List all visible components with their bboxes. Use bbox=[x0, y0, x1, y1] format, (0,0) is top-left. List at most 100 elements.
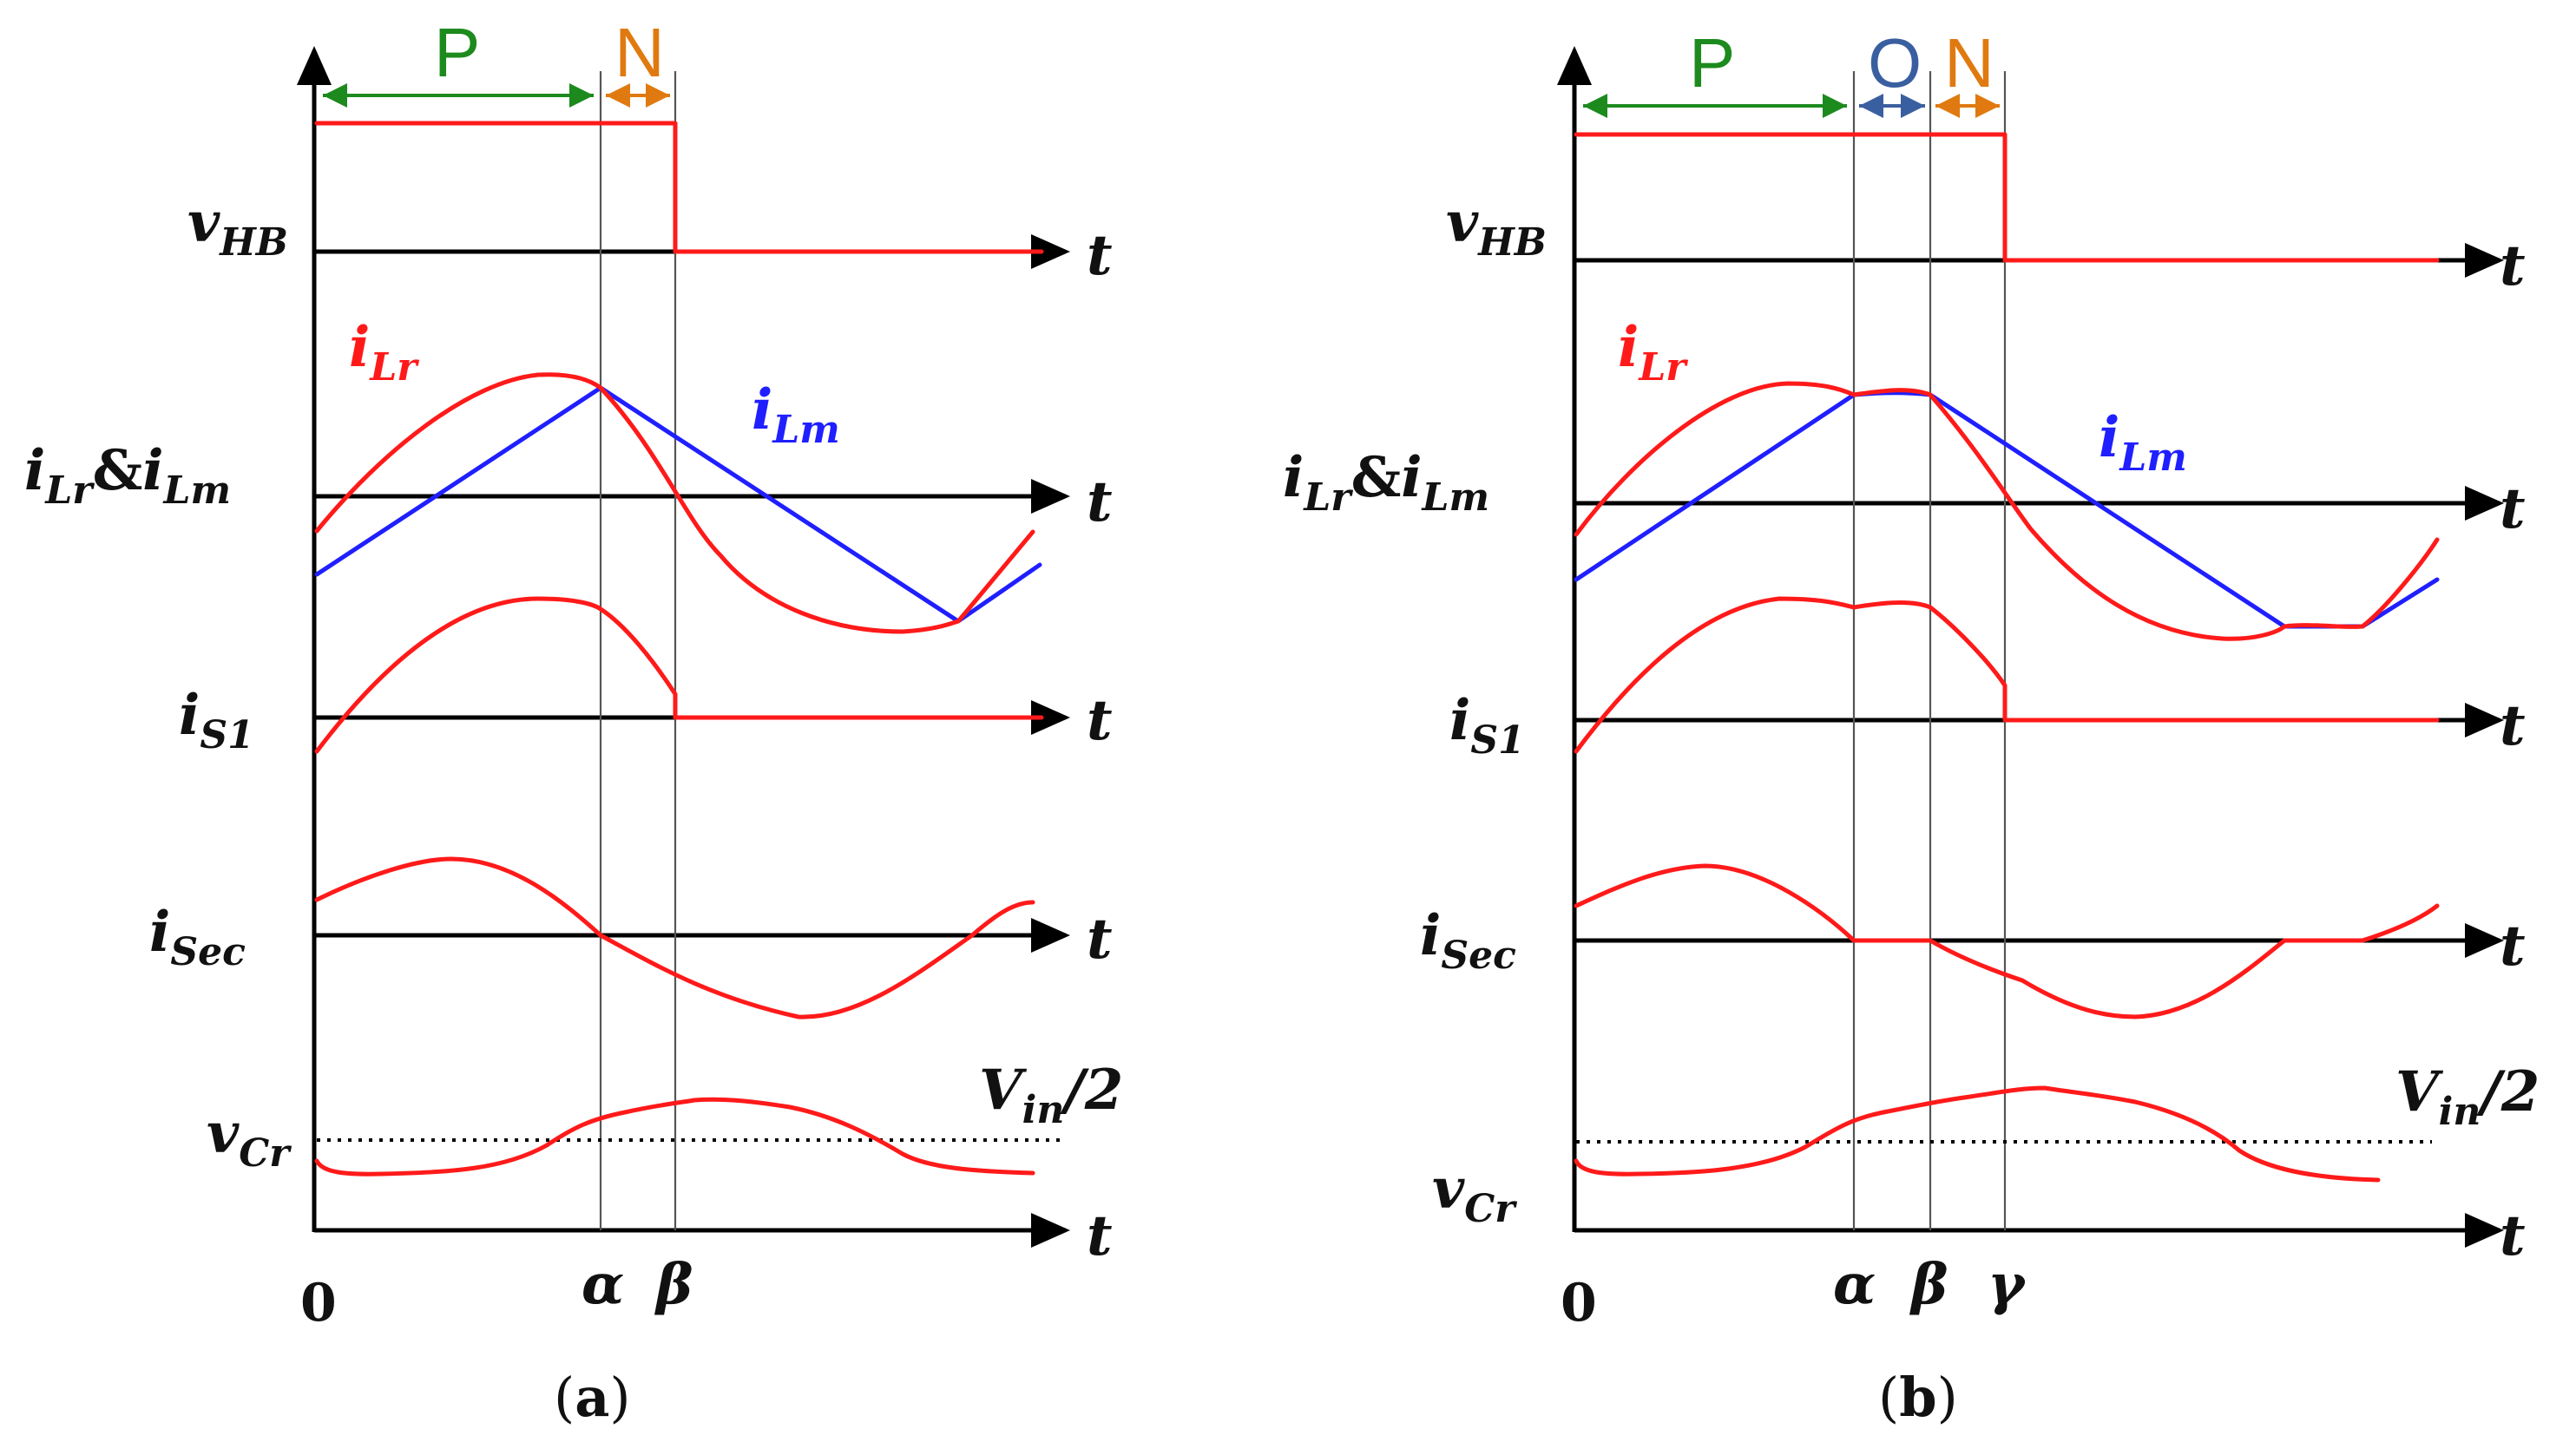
panel-a-vin-sub: in bbox=[1022, 1088, 1065, 1132]
panel-a-caption-letter: a bbox=[575, 1366, 609, 1429]
panel-a-isec-waveform bbox=[314, 856, 1035, 1019]
panel-b-label-is1: iS1 bbox=[1449, 688, 1525, 763]
panel-b-ilm-waveform bbox=[1574, 390, 2440, 629]
panel-b-ilr-main: i bbox=[1283, 445, 1304, 510]
panel-b-curve-label-ilm: iLm bbox=[2099, 405, 2187, 480]
panel-b-is1-sub: S1 bbox=[1470, 718, 1524, 763]
panel-b-vcr-main: v bbox=[1432, 1157, 1465, 1222]
panel-a: t t t t t P N vHB iLr&iLm iS1 iSec vCr bbox=[24, 14, 1123, 1429]
panel-b-alpha-label: α bbox=[1833, 1252, 1876, 1317]
panel-b-vhb-main: v bbox=[1446, 190, 1479, 255]
panel-a-isec-main: i bbox=[149, 900, 170, 965]
panel-a-ilr-sub: Lr bbox=[43, 469, 95, 513]
panel-b-ilm-sub: Lm bbox=[1421, 475, 1490, 520]
panel-b-vhb-sub: HB bbox=[1476, 220, 1547, 265]
panel-b-vin-sub: in bbox=[2439, 1090, 2481, 1134]
panel-b-ilm-main: i bbox=[1401, 445, 1422, 510]
panel-b-beta-label: β bbox=[1909, 1252, 1948, 1317]
panel-a-vhb-waveform bbox=[314, 121, 1044, 254]
panel-b-vin-main: V bbox=[2395, 1059, 2444, 1124]
panel-b-vhb-waveform bbox=[1574, 132, 2440, 263]
panel-a-phase-p-label: P bbox=[434, 14, 480, 91]
panel-b-t-label-2: t bbox=[2500, 476, 2526, 541]
panel-b-vin-rest: /2 bbox=[2475, 1059, 2540, 1124]
panel-a-vhb-sub: HB bbox=[218, 220, 288, 265]
panel-b-caption-close: ) bbox=[1937, 1366, 1958, 1429]
panel-b-t-label-1: t bbox=[2500, 233, 2526, 298]
panel-a-t-label-5: t bbox=[1087, 1203, 1113, 1268]
panel-b-label-vhb: vHB bbox=[1446, 190, 1547, 265]
panel-a-vcr-main: v bbox=[207, 1101, 240, 1166]
panel-a-origin-label: 0 bbox=[300, 1273, 337, 1334]
panel-b-caption: (b) bbox=[1878, 1366, 1958, 1429]
panel-b-vcr-sub: Cr bbox=[1464, 1187, 1517, 1231]
panel-b-ilr-sub: Lr bbox=[1302, 475, 1353, 520]
panel-b-curve-ilm-main: i bbox=[2099, 405, 2119, 470]
panel-a-vin-rest: /2 bbox=[1059, 1058, 1123, 1123]
panel-a-ilr-main: i bbox=[24, 438, 45, 503]
panel-b-amp: & bbox=[1350, 445, 1401, 510]
panel-b-is1-main: i bbox=[1449, 688, 1470, 753]
panel-b-vcr-waveform bbox=[1574, 1085, 2381, 1183]
panel-b-t-label-4: t bbox=[2500, 914, 2526, 979]
panel-a-vcr-waveform bbox=[314, 1097, 1035, 1177]
panel-a-ilm-main: i bbox=[142, 438, 163, 503]
panel-b-t-label-5: t bbox=[2500, 1203, 2526, 1268]
panel-b-caption-open: ( bbox=[1878, 1366, 1899, 1429]
panel-a-curve-label-ilr: iLr bbox=[349, 315, 419, 390]
panel-a-label-isec: iSec bbox=[149, 900, 246, 974]
panel-b-curve-ilr-main: i bbox=[1618, 315, 1639, 380]
panel-a-curve-ilr-main: i bbox=[349, 315, 370, 380]
panel-a-vcr-sub: Cr bbox=[239, 1131, 292, 1176]
panel-a-vin-half-label: Vin/2 bbox=[979, 1058, 1123, 1132]
panel-a-amp: & bbox=[92, 438, 142, 503]
panel-a-is1-waveform bbox=[314, 596, 1044, 754]
panel-b-isec-main: i bbox=[1420, 903, 1441, 968]
panel-a-label-ilr-ilm: iLr&iLm bbox=[24, 438, 231, 513]
panel-a-label-vhb: vHB bbox=[187, 190, 288, 265]
panel-a-phase-n-label: N bbox=[614, 14, 665, 91]
panel-a-vhb-main: v bbox=[187, 190, 220, 255]
panel-b-isec-waveform bbox=[1574, 863, 2440, 1019]
panel-b-curve-ilm-sub: Lm bbox=[2118, 436, 2187, 480]
panel-b-phase-o-label: O bbox=[1868, 24, 1922, 102]
panel-b-ilr-waveform bbox=[1574, 381, 2440, 641]
panel-b: t t t t t P O N vHB iLr&iLm iS1 iSec bbox=[1283, 24, 2540, 1429]
panel-b-label-vcr: vCr bbox=[1432, 1157, 1517, 1231]
panel-b-label-isec: iSec bbox=[1420, 903, 1516, 978]
panel-a-t-label-2: t bbox=[1087, 469, 1113, 534]
panel-a-caption-open: ( bbox=[554, 1366, 575, 1429]
panel-a-ilm-sub: Lm bbox=[162, 469, 232, 513]
panel-a-t-label-1: t bbox=[1087, 223, 1113, 288]
panel-a-caption: (a) bbox=[554, 1366, 631, 1429]
panel-b-curve-ilr-sub: Lr bbox=[1637, 345, 1688, 390]
panel-a-vin-main: V bbox=[979, 1058, 1028, 1123]
panel-b-gamma-label: γ bbox=[1988, 1252, 2027, 1317]
panel-a-label-vcr: vCr bbox=[207, 1101, 292, 1176]
panel-b-phase-n-label: N bbox=[1944, 24, 1994, 102]
panel-b-caption-letter: b bbox=[1899, 1366, 1936, 1429]
panel-a-is1-sub: S1 bbox=[200, 713, 253, 757]
panel-a-curve-ilm-sub: Lm bbox=[771, 408, 840, 452]
panel-a-ilr-waveform bbox=[314, 372, 1035, 634]
panel-b-vin-half-label: Vin/2 bbox=[2395, 1059, 2540, 1134]
panel-a-curve-label-ilm: iLm bbox=[752, 377, 840, 452]
panel-b-t-label-3: t bbox=[2500, 693, 2526, 758]
panel-a-t-label-3: t bbox=[1087, 688, 1113, 753]
panel-b-phase-p-label: P bbox=[1689, 24, 1735, 102]
panel-a-curve-ilr-sub: Lr bbox=[368, 345, 419, 390]
panel-a-alpha-label: α bbox=[582, 1252, 624, 1317]
panel-a-ilm-waveform bbox=[314, 385, 1042, 624]
panel-b-label-ilr-ilm: iLr&iLm bbox=[1283, 445, 1489, 520]
panel-a-is1-main: i bbox=[179, 683, 200, 748]
panel-b-is1-waveform bbox=[1574, 596, 2440, 754]
panel-b-origin-label: 0 bbox=[1561, 1273, 1597, 1334]
panel-a-label-is1: iS1 bbox=[179, 683, 254, 757]
panel-a-isec-sub: Sec bbox=[170, 930, 246, 974]
panel-a-t-label-4: t bbox=[1087, 907, 1113, 972]
panel-a-curve-ilm-main: i bbox=[752, 377, 772, 442]
panel-a-caption-close: ) bbox=[609, 1366, 630, 1429]
panel-b-curve-label-ilr: iLr bbox=[1618, 315, 1688, 390]
panel-a-beta-label: β bbox=[654, 1252, 693, 1317]
